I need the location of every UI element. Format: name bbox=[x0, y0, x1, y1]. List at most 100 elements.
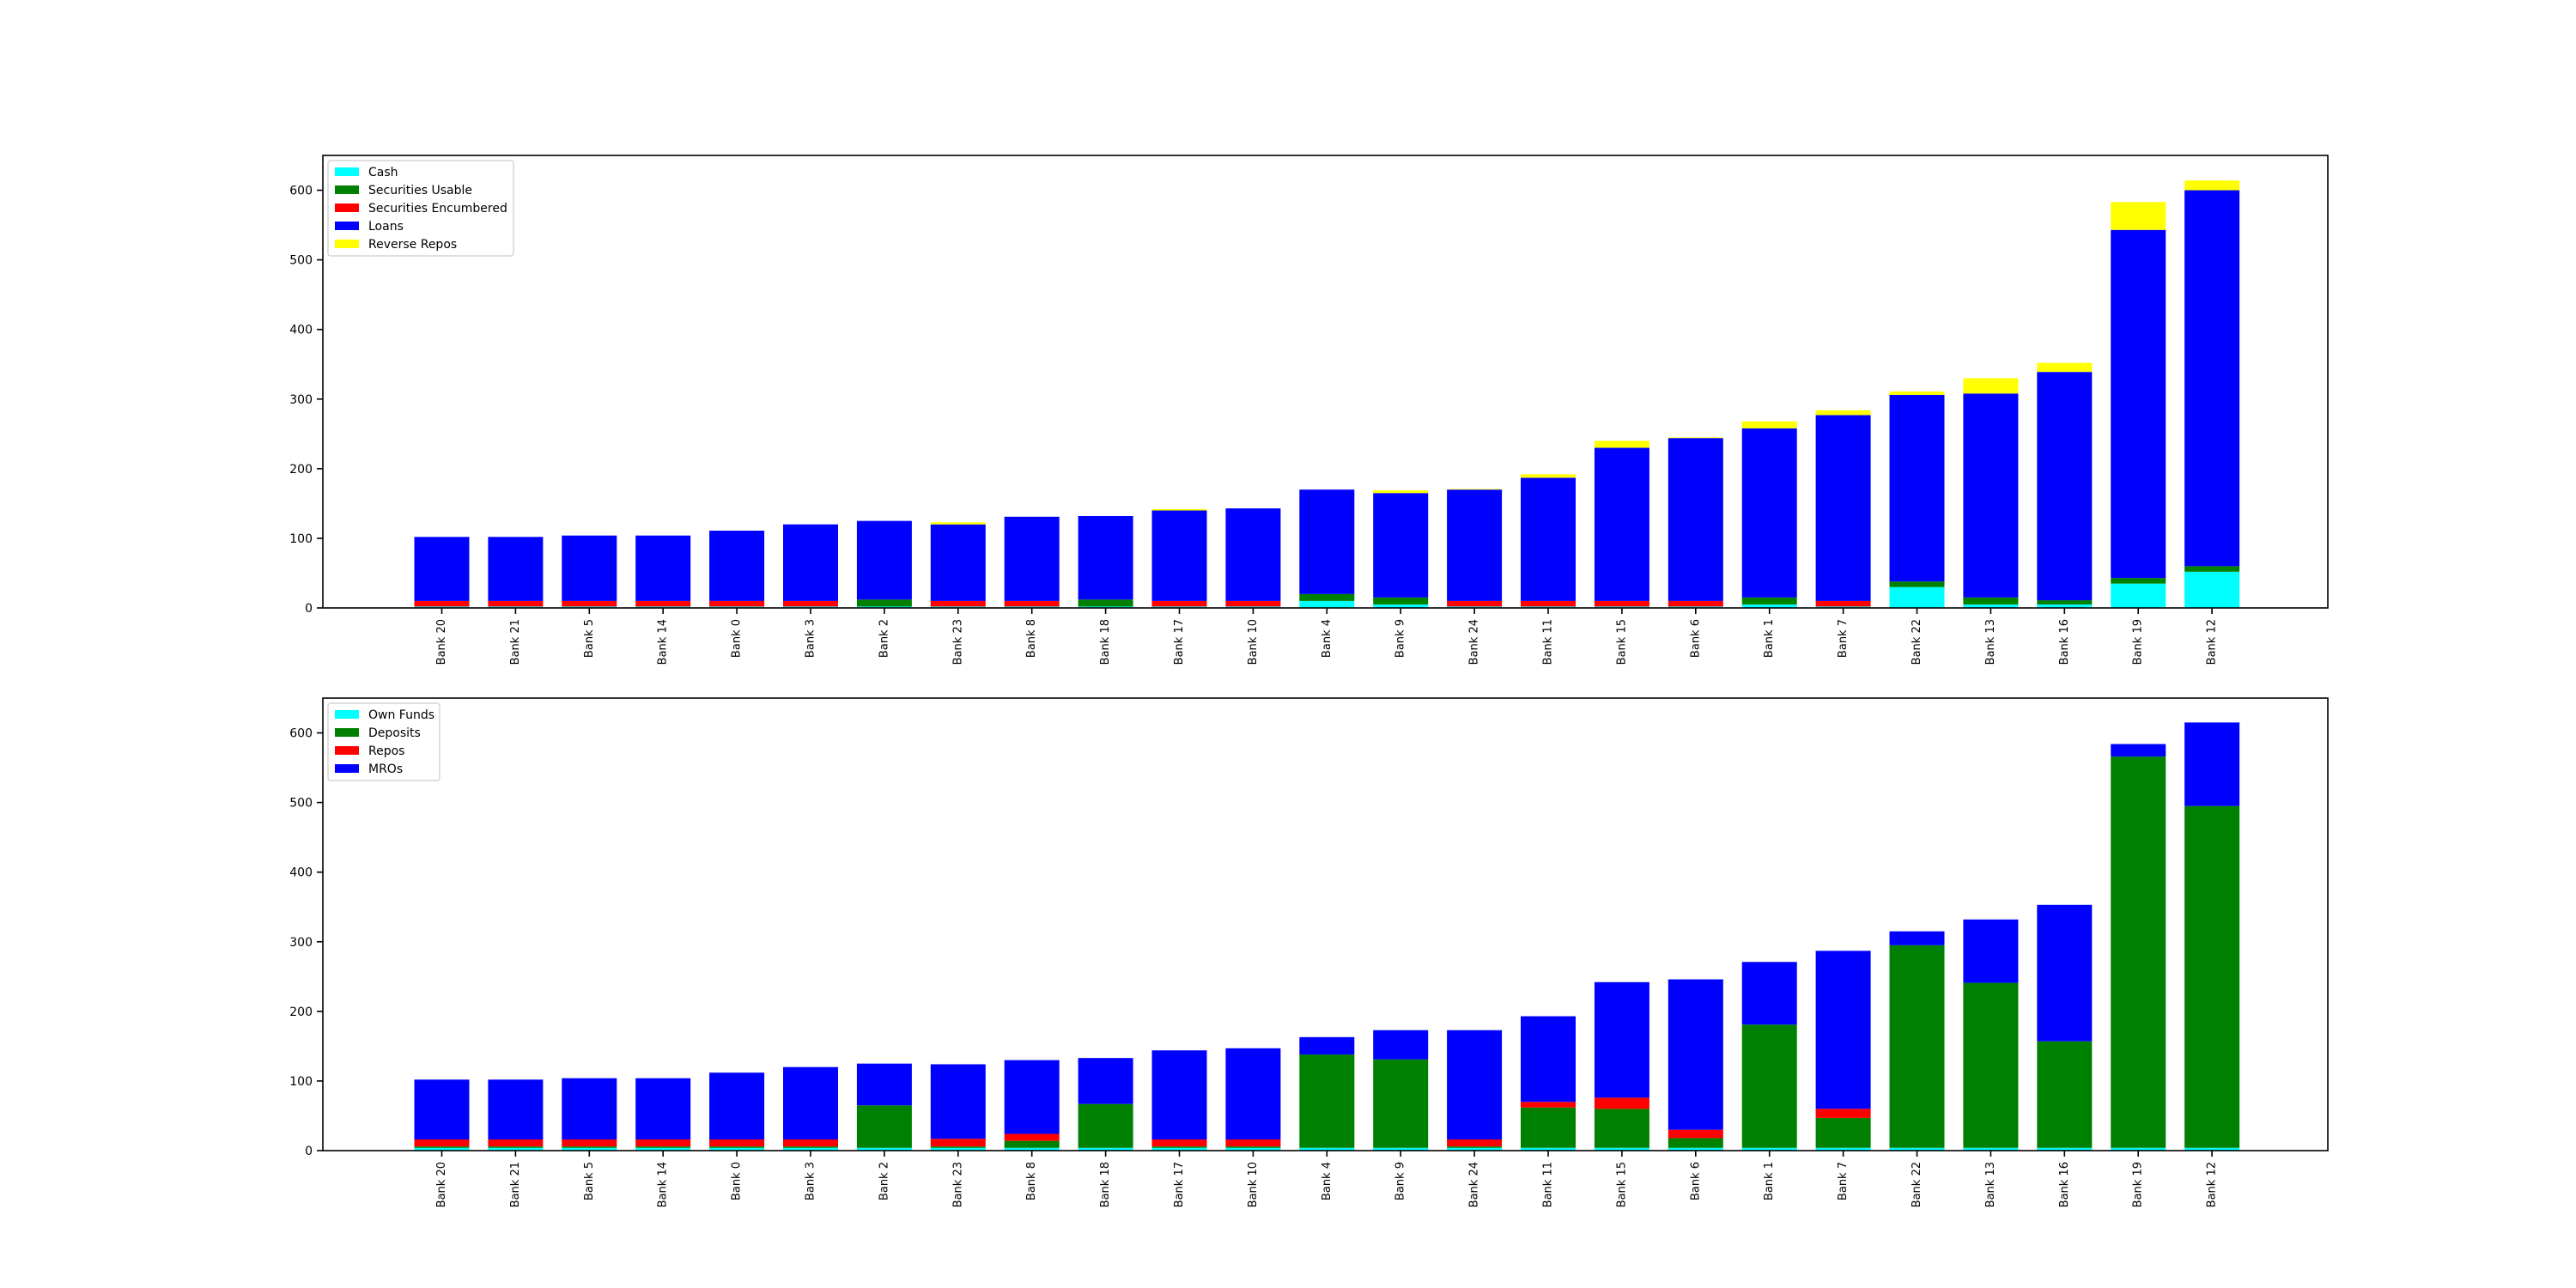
bar-deposits-bank-24 bbox=[1447, 1146, 1503, 1148]
bar-own-funds-bank-24 bbox=[1447, 1147, 1503, 1151]
legend-label: Repos bbox=[368, 744, 404, 758]
x-tick-label: Bank 14 bbox=[657, 1162, 670, 1207]
bar-mros-bank-12 bbox=[2184, 722, 2240, 806]
x-tick-label: Bank 9 bbox=[1394, 1162, 1407, 1200]
bar-loans-bank-6 bbox=[1668, 438, 1723, 601]
y-tick-label: 0 bbox=[305, 1145, 313, 1158]
legend-swatch bbox=[335, 167, 359, 176]
bar-loans-bank-18 bbox=[1078, 515, 1133, 600]
bar-mros-bank-6 bbox=[1668, 979, 1723, 1130]
legend-box bbox=[327, 160, 514, 257]
bar-loans-bank-8 bbox=[1004, 516, 1060, 601]
bar-loans-bank-1 bbox=[1741, 428, 1797, 598]
bar-mros-bank-10 bbox=[1225, 1048, 1281, 1140]
x-tick-label: Bank 13 bbox=[1984, 619, 1997, 665]
bar-loans-bank-5 bbox=[562, 535, 617, 601]
bar-loans-bank-19 bbox=[2111, 229, 2166, 579]
bar-own-funds-bank-1 bbox=[1741, 1147, 1797, 1151]
bar-reverse-repos-bank-17 bbox=[1151, 508, 1207, 511]
x-tick-label: Bank 14 bbox=[657, 619, 670, 665]
bar-reverse-repos-bank-11 bbox=[1521, 474, 1576, 478]
bar-loans-bank-10 bbox=[1225, 508, 1281, 601]
bar-repos-bank-3 bbox=[783, 1139, 838, 1147]
x-tick-label: Bank 19 bbox=[2132, 1162, 2145, 1207]
bar-repos-bank-8 bbox=[1004, 1133, 1060, 1141]
bar-deposits-bank-1 bbox=[1741, 1024, 1797, 1148]
x-tick-label: Bank 18 bbox=[1099, 1162, 1112, 1207]
legend-swatch bbox=[335, 204, 359, 212]
bar-cash-bank-16 bbox=[2037, 604, 2093, 608]
bar-own-funds-bank-22 bbox=[1889, 1147, 1945, 1151]
bar-repos-bank-14 bbox=[635, 1139, 691, 1147]
axes-frame bbox=[322, 155, 2329, 609]
x-tick-label: Bank 5 bbox=[583, 619, 596, 658]
bar-securities-usable-bank-16 bbox=[2037, 600, 2093, 605]
legend-swatch bbox=[335, 728, 359, 737]
bar-loans-bank-23 bbox=[930, 524, 986, 601]
bar-own-funds-bank-17 bbox=[1151, 1147, 1207, 1151]
bar-loans-bank-0 bbox=[709, 531, 765, 601]
bar-securities-encumbered-bank-15 bbox=[1594, 600, 1649, 607]
bar-repos-bank-20 bbox=[414, 1139, 470, 1147]
x-tick-label: Bank 3 bbox=[805, 1162, 817, 1200]
bar-deposits-bank-8 bbox=[1004, 1140, 1060, 1148]
bar-deposits-bank-9 bbox=[1373, 1059, 1429, 1148]
x-tick-label: Bank 15 bbox=[1615, 1162, 1628, 1207]
bar-securities-usable-bank-18 bbox=[1078, 599, 1133, 607]
bar-own-funds-bank-16 bbox=[2037, 1147, 2093, 1151]
bar-cash-bank-19 bbox=[2111, 583, 2166, 608]
bar-deposits-bank-6 bbox=[1668, 1138, 1723, 1148]
bar-loans-bank-16 bbox=[2037, 372, 2093, 601]
bar-own-funds-bank-7 bbox=[1815, 1147, 1871, 1151]
bar-deposits-bank-16 bbox=[2037, 1041, 2093, 1148]
x-tick-label: Bank 8 bbox=[1025, 1162, 1038, 1200]
bar-cash-bank-5 bbox=[562, 606, 617, 608]
x-tick-label: Bank 24 bbox=[1468, 619, 1481, 665]
y-tick-label: 300 bbox=[289, 936, 313, 950]
bar-securities-encumbered-bank-3 bbox=[783, 600, 838, 607]
x-tick-label: Bank 9 bbox=[1394, 619, 1407, 658]
bar-own-funds-bank-18 bbox=[1078, 1147, 1133, 1151]
bar-repos-bank-23 bbox=[930, 1139, 986, 1147]
bar-cash-bank-21 bbox=[488, 606, 544, 608]
bar-mros-bank-11 bbox=[1521, 1016, 1576, 1103]
legend: Cash Securities Usable Securities Encumber… bbox=[327, 160, 514, 257]
bar-own-funds-bank-4 bbox=[1299, 1147, 1355, 1151]
bar-deposits-bank-20 bbox=[414, 1146, 470, 1148]
bar-repos-bank-11 bbox=[1521, 1102, 1576, 1108]
x-tick-label: Bank 16 bbox=[2058, 619, 2071, 665]
bar-mros-bank-23 bbox=[930, 1064, 986, 1139]
bar-cash-bank-2 bbox=[856, 606, 912, 608]
bar-securities-encumbered-bank-5 bbox=[562, 600, 617, 607]
bar-repos-bank-21 bbox=[488, 1139, 544, 1147]
bar-securities-usable-bank-2 bbox=[856, 599, 912, 607]
bar-deposits-bank-17 bbox=[1151, 1146, 1207, 1148]
x-tick-label: Bank 23 bbox=[951, 619, 964, 665]
y-tick-label: 300 bbox=[289, 393, 313, 407]
bar-own-funds-bank-14 bbox=[635, 1147, 691, 1151]
bar-mros-bank-2 bbox=[856, 1063, 912, 1106]
bar-deposits-bank-0 bbox=[709, 1146, 765, 1148]
bar-mros-bank-3 bbox=[783, 1066, 838, 1140]
x-tick-label: Bank 8 bbox=[1025, 619, 1038, 658]
bar-deposits-bank-22 bbox=[1889, 945, 1945, 1148]
bar-securities-encumbered-bank-23 bbox=[930, 600, 986, 607]
x-tick-label: Bank 19 bbox=[2132, 619, 2145, 665]
bar-cash-bank-10 bbox=[1225, 606, 1281, 608]
bar-loans-bank-24 bbox=[1447, 489, 1503, 601]
x-tick-label: Bank 5 bbox=[583, 1162, 596, 1200]
x-tick-label: Bank 1 bbox=[1763, 619, 1776, 658]
bar-deposits-bank-19 bbox=[2111, 756, 2166, 1148]
x-tick-label: Bank 16 bbox=[2058, 1162, 2071, 1207]
bar-cash-bank-12 bbox=[2184, 571, 2240, 608]
bar-securities-encumbered-bank-7 bbox=[1815, 600, 1871, 607]
x-tick-label: Bank 17 bbox=[1173, 619, 1186, 665]
x-tick-label: Bank 4 bbox=[1321, 619, 1334, 658]
y-tick-label: 500 bbox=[289, 797, 313, 811]
bar-loans-bank-21 bbox=[488, 537, 544, 601]
bar-securities-encumbered-bank-24 bbox=[1447, 600, 1503, 607]
y-tick-label: 600 bbox=[289, 185, 313, 198]
bar-repos-bank-15 bbox=[1594, 1097, 1649, 1109]
bar-reverse-repos-bank-9 bbox=[1373, 489, 1429, 494]
bar-own-funds-bank-23 bbox=[930, 1147, 986, 1151]
